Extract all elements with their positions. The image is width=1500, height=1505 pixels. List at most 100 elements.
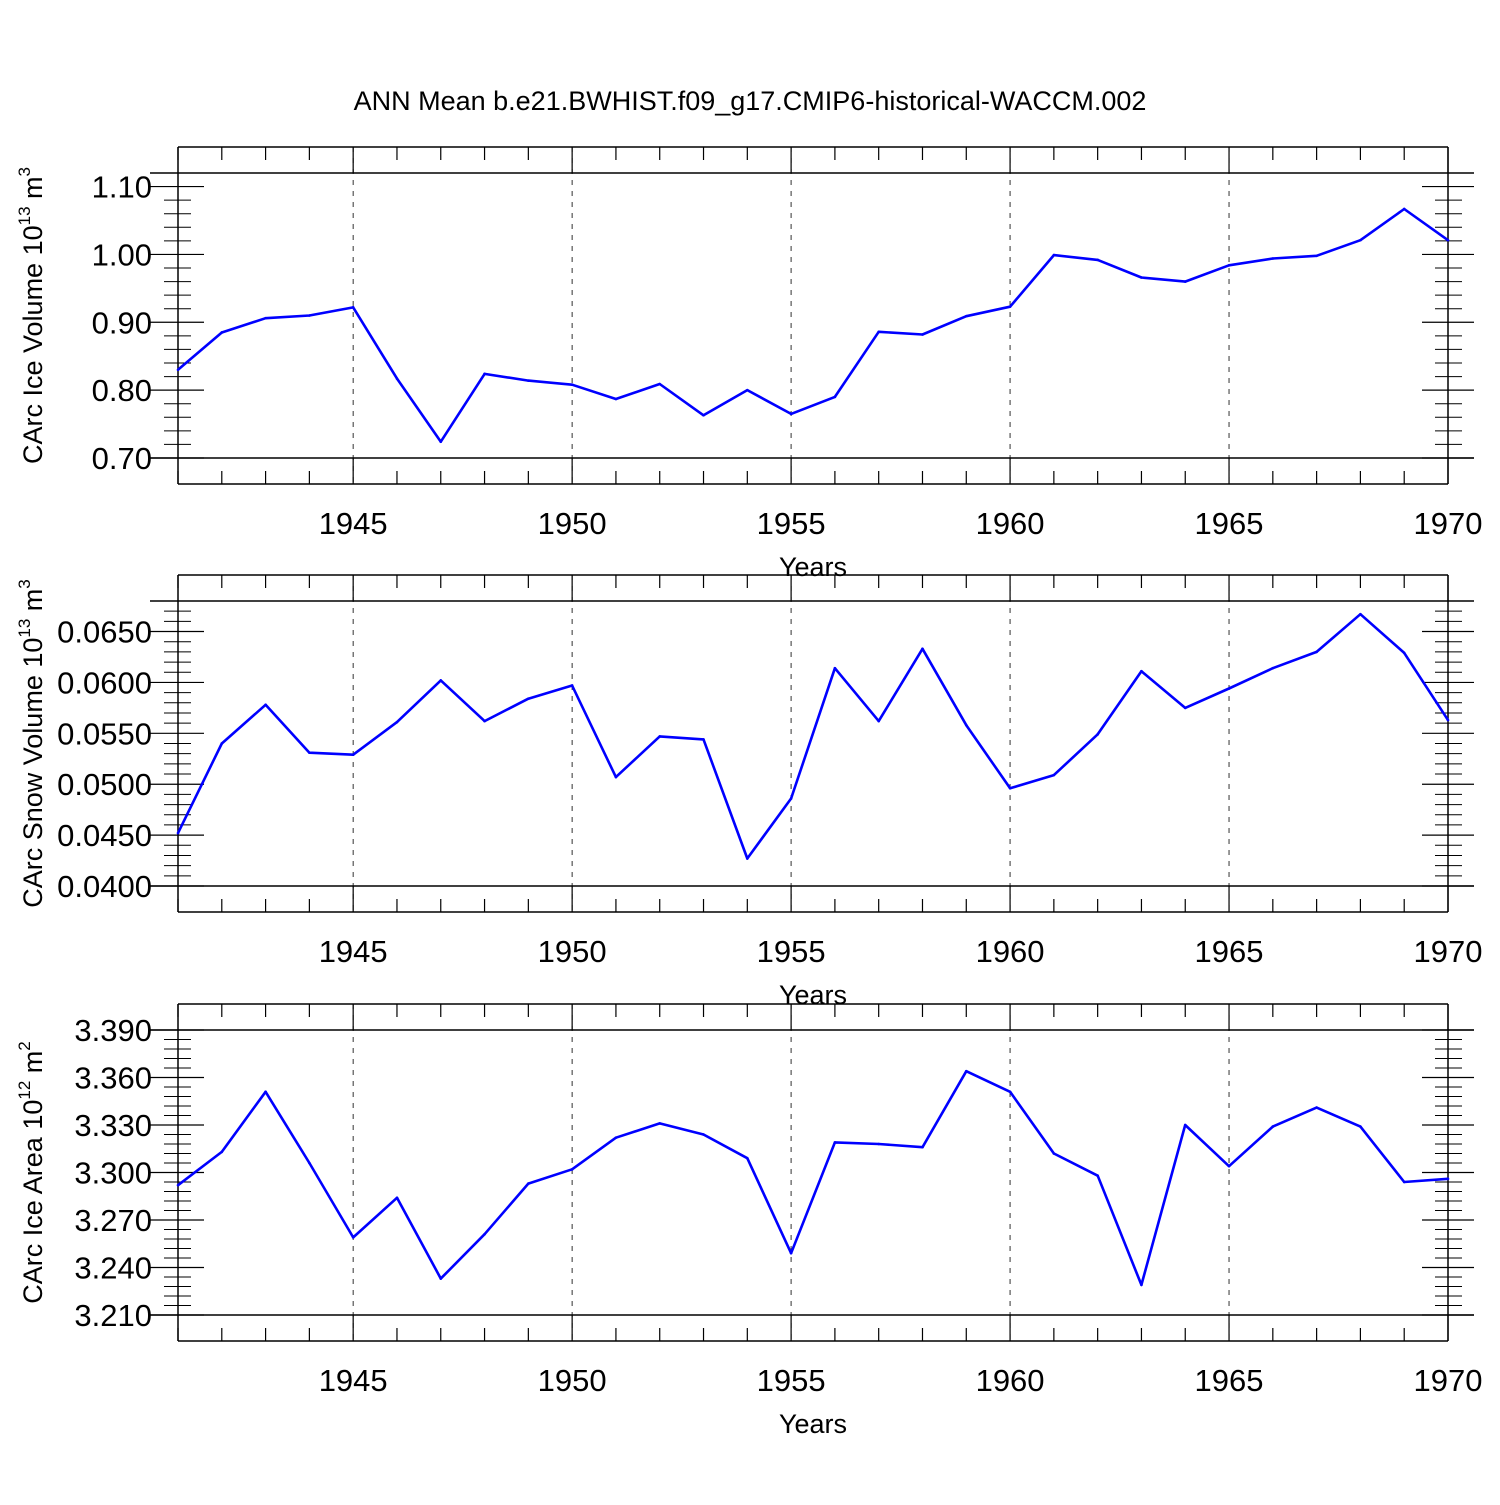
x-tick-label: 1970 bbox=[1414, 934, 1483, 969]
y-tick-label: 0.0500 bbox=[57, 767, 152, 802]
data-point bbox=[527, 379, 530, 382]
x-tick-label: 1970 bbox=[1414, 506, 1483, 541]
data-point bbox=[877, 1142, 880, 1146]
y-axis-title: CArc Ice Area 1012 m2 bbox=[15, 1041, 48, 1304]
data-point bbox=[702, 1133, 705, 1136]
y-axis-title-exponent: 12 bbox=[15, 1081, 34, 1100]
y-tick-label: 3.360 bbox=[74, 1061, 152, 1096]
y-tick-label: 3.300 bbox=[74, 1156, 152, 1191]
x-tick-label: 1950 bbox=[538, 506, 607, 541]
data-point bbox=[1359, 612, 1362, 616]
data-point bbox=[833, 395, 837, 399]
data-point bbox=[1359, 238, 1362, 242]
data-point bbox=[833, 666, 837, 670]
data-point bbox=[1227, 1164, 1231, 1168]
data-point bbox=[308, 1161, 311, 1165]
x-tick-label: 1960 bbox=[976, 1363, 1045, 1398]
data-point bbox=[1446, 238, 1450, 242]
data-point bbox=[1096, 733, 1099, 736]
data-point bbox=[1402, 207, 1406, 211]
x-tick-label: 1965 bbox=[1195, 1363, 1264, 1398]
data-point bbox=[1315, 254, 1318, 258]
x-axis-title: Years bbox=[779, 1409, 847, 1439]
data-point bbox=[658, 382, 662, 386]
y-axis-title-unit-exponent: 3 bbox=[15, 167, 34, 176]
y-tick-label: 0.0550 bbox=[57, 716, 152, 751]
x-tick-label: 1960 bbox=[976, 506, 1045, 541]
panel-3: 3.390 3.360 3.330 3.300 3.270 3.240 3.210 1945 1… bbox=[15, 1003, 1483, 1439]
data-point bbox=[1227, 687, 1231, 690]
data-point bbox=[1183, 706, 1187, 710]
data-point bbox=[658, 735, 662, 738]
data-point bbox=[1052, 773, 1056, 777]
data-point bbox=[964, 723, 968, 727]
chart-title: ANN Mean b.e21.BWHIST.f09_g17.CMIP6-hist… bbox=[354, 86, 1147, 116]
y-tick-label: 0.90 bbox=[92, 305, 152, 340]
y-tick-label: 0.80 bbox=[92, 373, 152, 408]
data-point bbox=[789, 1251, 793, 1255]
y-tick-label: 3.330 bbox=[74, 1108, 152, 1143]
data-point bbox=[614, 397, 618, 401]
x-tick-label: 1945 bbox=[319, 506, 388, 541]
data-point bbox=[789, 797, 793, 800]
data-point bbox=[1446, 718, 1450, 722]
data-point bbox=[176, 831, 180, 835]
x-tick-label: 1970 bbox=[1414, 1363, 1483, 1398]
x-tick-label: 1965 bbox=[1195, 934, 1264, 969]
series-line bbox=[177, 207, 1449, 444]
data-point bbox=[1183, 1123, 1187, 1127]
x-tick-label: 1945 bbox=[319, 934, 388, 969]
data-point bbox=[658, 1122, 662, 1125]
data-point bbox=[746, 388, 749, 392]
data-point bbox=[483, 1232, 486, 1236]
data-point bbox=[1446, 1177, 1450, 1181]
data-point bbox=[614, 775, 618, 779]
data-point bbox=[395, 720, 399, 724]
y-axis-title-unit-exponent: 3 bbox=[15, 579, 34, 588]
x-tick-label: 1965 bbox=[1195, 506, 1264, 541]
y-axis-title-unit: m bbox=[18, 589, 48, 619]
data-point bbox=[921, 1145, 924, 1149]
x-tick-label: 1950 bbox=[538, 934, 607, 969]
data-point bbox=[921, 333, 924, 336]
y-tick-label: 0.0450 bbox=[57, 818, 152, 853]
data-point bbox=[264, 1090, 267, 1094]
data-point bbox=[483, 372, 486, 376]
series-line bbox=[176, 612, 1450, 860]
data-point bbox=[1140, 276, 1143, 279]
data-point bbox=[176, 368, 180, 372]
y-tick-label: 0.0600 bbox=[57, 665, 152, 700]
data-point bbox=[1315, 1106, 1318, 1109]
data-point bbox=[964, 314, 968, 318]
data-point bbox=[395, 1196, 399, 1200]
series-line bbox=[177, 1069, 1449, 1287]
x-tick-label: 1955 bbox=[757, 1363, 826, 1398]
data-point bbox=[1359, 1125, 1362, 1128]
y-axis-title-exponent: 13 bbox=[15, 619, 34, 638]
y-axis-title-name: CArc Ice Volume 10 bbox=[18, 225, 48, 464]
panel-1: 1.10 1.00 0.90 0.80 0.70 1945 1950 1955 1960 1965… bbox=[15, 146, 1483, 582]
data-point bbox=[746, 1156, 749, 1160]
data-point bbox=[1227, 263, 1231, 267]
y-axis-title-unit-exponent: 2 bbox=[15, 1041, 34, 1050]
data-point bbox=[308, 751, 311, 754]
data-point bbox=[1052, 1152, 1056, 1155]
y-tick-label: 0.70 bbox=[92, 441, 152, 476]
x-tick-label: 1960 bbox=[976, 934, 1045, 969]
data-point bbox=[351, 1236, 355, 1239]
data-point bbox=[746, 857, 749, 860]
data-point bbox=[1183, 280, 1187, 283]
data-point bbox=[570, 684, 574, 687]
data-point bbox=[1096, 258, 1099, 262]
data-point bbox=[614, 1136, 618, 1139]
data-point bbox=[1008, 1090, 1012, 1094]
y-tick-label: 0.0650 bbox=[57, 615, 152, 650]
data-point bbox=[483, 719, 486, 723]
y-axis-title: CArc Ice Volume 1013 m3 bbox=[15, 167, 48, 464]
data-point bbox=[1008, 305, 1012, 308]
data-point bbox=[264, 316, 267, 320]
data-point bbox=[439, 679, 443, 682]
data-point bbox=[351, 753, 355, 756]
y-axis-title-name: CArc Snow Volume 10 bbox=[18, 638, 48, 908]
